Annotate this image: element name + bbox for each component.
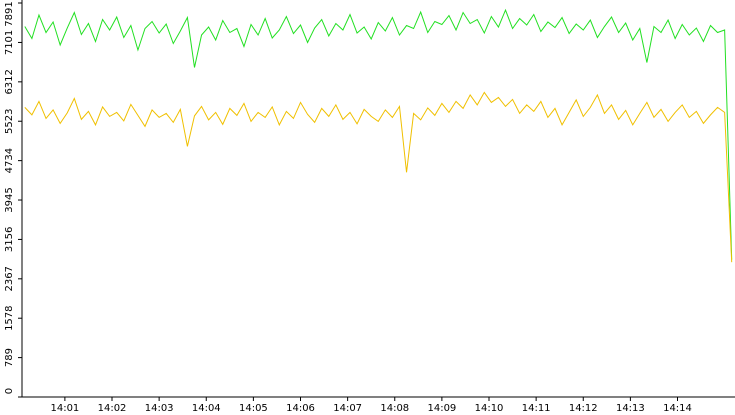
y-tick-label: 3945: [4, 187, 15, 212]
x-tick-label: 14:14: [663, 403, 692, 414]
y-tick-label: 1578: [4, 305, 15, 330]
x-tick-label: 14:10: [475, 403, 504, 414]
x-tick-label: 14:02: [98, 403, 127, 414]
x-tick-label: 14:09: [427, 403, 456, 414]
x-tick-label: 14:13: [616, 403, 645, 414]
x-tick-label: 14:03: [145, 403, 174, 414]
x-tick-label: 14:12: [569, 403, 598, 414]
x-tick-label: 14:08: [380, 403, 409, 414]
x-tick-label: 14:11: [522, 403, 551, 414]
y-tick-label: 2367: [4, 266, 15, 291]
y-tick-label: 4734: [4, 148, 15, 173]
x-tick-label: 14:06: [286, 403, 315, 414]
y-tick-label: 789: [4, 348, 15, 367]
x-tick-label: 14:04: [192, 403, 221, 414]
y-tick-label: 6312: [4, 69, 15, 94]
x-tick-label: 14:01: [50, 403, 79, 414]
y-tick-label: 5523: [4, 109, 15, 134]
y-tick-label: 7891: [4, 1, 15, 26]
series-line: [24, 8, 733, 260]
y-tick-label: 7101: [4, 30, 15, 55]
x-tick-label: 14:07: [333, 403, 362, 414]
series-line: [24, 91, 733, 263]
y-tick-label: 3156: [4, 227, 15, 252]
x-tick-label: 14:05: [239, 403, 268, 414]
y-tick-label: 0: [4, 388, 15, 394]
